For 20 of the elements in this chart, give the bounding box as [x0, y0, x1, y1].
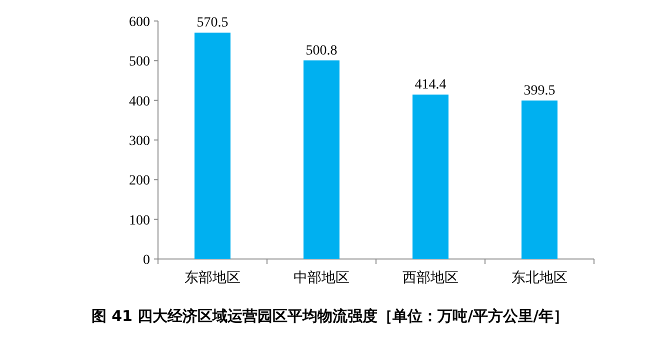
x-tick-label: 西部地区: [402, 270, 458, 286]
x-tick-label: 中部地区: [294, 270, 350, 286]
y-tick-label: 100: [129, 213, 150, 228]
bar: [412, 94, 448, 259]
x-tick-label: 东部地区: [184, 270, 240, 286]
bar: [522, 100, 558, 259]
y-tick-label: 500: [129, 54, 150, 70]
data-label: 500.8: [306, 43, 338, 58]
y-tick-label: 600: [129, 15, 150, 30]
data-label: 570.5: [196, 16, 228, 31]
x-tick-label: 东北地区: [512, 270, 568, 286]
y-tick-label: 200: [129, 174, 150, 189]
bar: [194, 32, 230, 259]
y-tick-label: 400: [129, 94, 150, 110]
data-label: 399.5: [524, 84, 556, 99]
y-tick-label: 300: [129, 134, 150, 149]
text: 图 41 四大经济区域运营园区平均物流强度［单位：万吨/平方公里/年］: [91, 307, 569, 325]
data-label: 414.4: [414, 78, 446, 93]
y-tick-label: 0: [143, 253, 150, 268]
bar: [304, 60, 340, 259]
